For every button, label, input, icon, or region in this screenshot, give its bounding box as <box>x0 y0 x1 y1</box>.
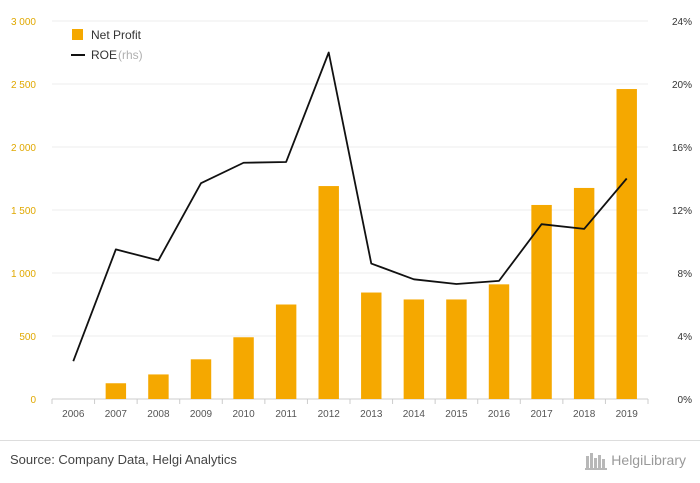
library-logo-icon <box>585 453 608 470</box>
y-right-tick-label: 4% <box>678 332 693 343</box>
chart-svg: 0 500 1 000 1 500 2 000 2 500 3 000 0% 4% 8% 12% 16… <box>11 17 693 420</box>
legend-label-net-profit: Net Profit <box>91 28 142 42</box>
y-left-tick-label: 2 500 <box>11 80 36 91</box>
bar-net-profit <box>403 299 425 399</box>
bar-net-profit <box>573 187 595 399</box>
bar-net-profit <box>531 204 552 399</box>
legend-note-roe: (rhs) <box>118 48 143 62</box>
y-left-tick-label: 0 <box>30 395 36 406</box>
y-left-tick-label: 1 000 <box>11 269 36 280</box>
y-left-tick-label: 500 <box>19 332 36 343</box>
x-tick-label: 2013 <box>360 409 383 420</box>
x-tick-label: 2010 <box>232 409 255 420</box>
brand[interactable]: HelgiLibrary <box>585 450 686 470</box>
y-right-tick-label: 24% <box>672 17 692 28</box>
bar-net-profit <box>361 292 382 399</box>
bar-net-profit <box>446 299 467 399</box>
line-roe <box>72 51 628 362</box>
x-tick-label: 2014 <box>403 409 426 420</box>
legend-label-roe: ROE <box>91 48 117 62</box>
y-right-tick-label: 0% <box>678 395 693 406</box>
y-right-tick-label: 12% <box>672 206 692 217</box>
x-tick-label: 2017 <box>530 409 553 420</box>
y-left-tick-label: 3 000 <box>11 17 36 28</box>
legend-swatch-net-profit <box>72 29 83 40</box>
chart-footer: Source: Company Data, Helgi Analytics He… <box>0 440 700 483</box>
brand-name: HelgiLibrary <box>611 452 686 468</box>
bar-net-profit <box>233 337 254 399</box>
x-tick-label: 2007 <box>105 409 128 420</box>
x-tick-label: 2006 <box>62 409 85 420</box>
bar-net-profit <box>488 284 510 399</box>
y-right-tick-label: 16% <box>672 143 692 154</box>
x-tick-label: 2011 <box>275 409 297 420</box>
x-tick-label: 2015 <box>445 409 468 420</box>
source-note: Source: Company Data, Helgi Analytics <box>10 452 237 467</box>
x-tick-label: 2009 <box>190 409 213 420</box>
bar-net-profit <box>275 304 297 399</box>
x-tick-label: 2019 <box>616 409 639 420</box>
footer-divider <box>0 440 700 441</box>
x-tick-label: 2018 <box>573 409 596 420</box>
y-right-tick-label: 8% <box>678 269 693 280</box>
bar-net-profit <box>105 383 127 399</box>
y-left-tick-label: 2 000 <box>11 143 36 154</box>
x-tick-label: 2012 <box>318 409 341 420</box>
bar-net-profit <box>318 186 339 399</box>
bar-net-profit <box>616 89 637 399</box>
bar-net-profit <box>148 374 169 399</box>
y-left-tick-label: 1 500 <box>11 206 36 217</box>
x-tick-label: 2008 <box>147 409 170 420</box>
y-right-tick-label: 20% <box>672 80 692 91</box>
chart: 0 500 1 000 1 500 2 000 2 500 3 000 0% 4% 8% 12% 16… <box>11 17 693 420</box>
x-tick-label: 2016 <box>488 409 511 420</box>
bar-net-profit <box>190 359 212 399</box>
